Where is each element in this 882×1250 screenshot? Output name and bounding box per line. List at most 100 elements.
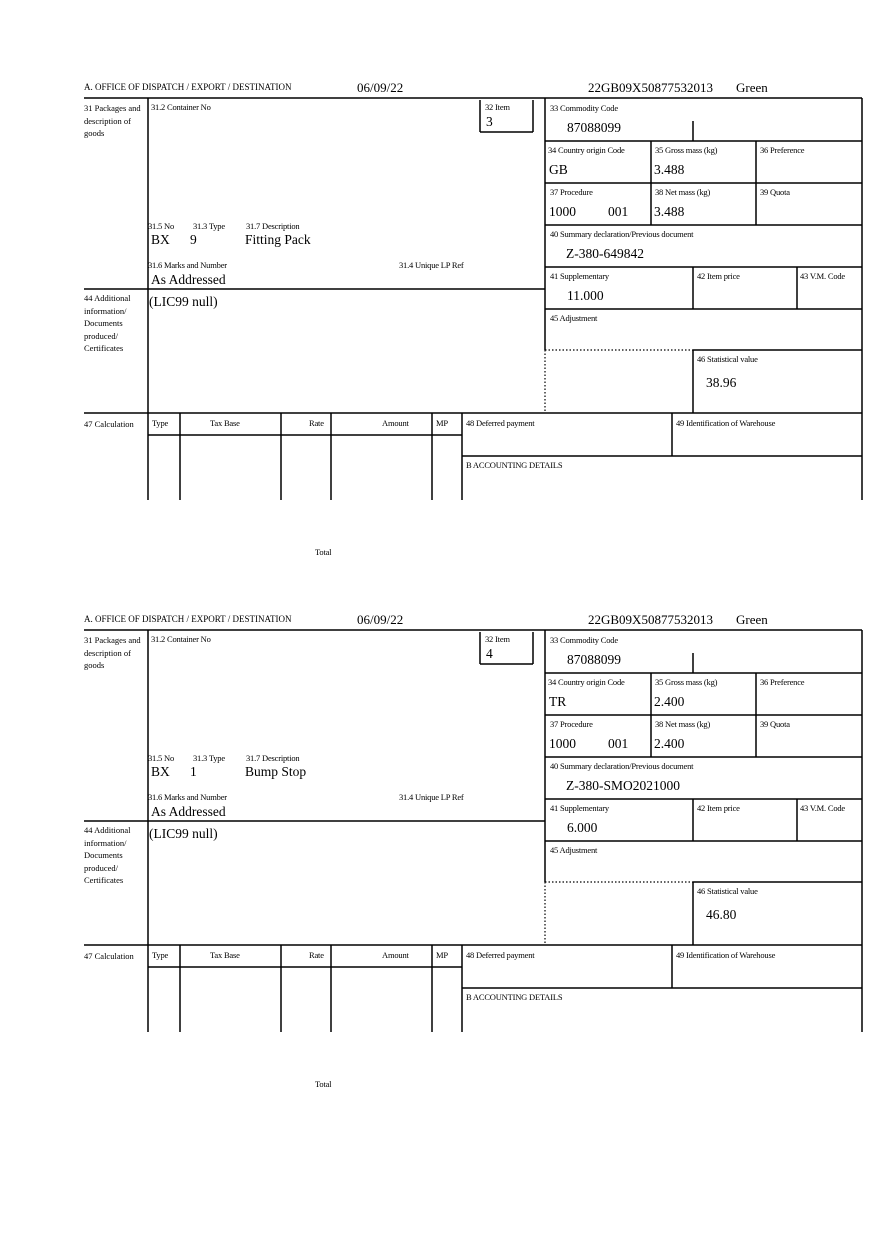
box44-label: 44 Additional information/ Documents pro… — [84, 825, 131, 885]
gross-mass-label: 35 Gross mass (kg) — [655, 145, 718, 155]
commodity-code-value: 87088099 — [567, 120, 621, 135]
statistical-value-label: 46 Statistical value — [697, 354, 758, 364]
description-label: 31.7 Description — [246, 221, 300, 231]
additional-info-value: (LIC99 null) — [149, 826, 218, 841]
status-value: Green — [736, 612, 768, 627]
package-no-label: 31.5 No — [148, 221, 174, 231]
total-label: Total — [315, 1079, 332, 1089]
accounting-details-label: B ACCOUNTING DETAILS — [466, 992, 563, 1002]
statistical-value-label: 46 Statistical value — [697, 886, 758, 896]
reference-number: 22GB09X50877532013 — [588, 80, 713, 95]
procedure-value: 1000 — [549, 736, 576, 751]
form-grid-lines — [84, 97, 863, 500]
supplementary-label: 41 Supplementary — [550, 803, 609, 813]
form-grid-lines — [84, 629, 863, 1032]
declaration-form-item: A. OFFICE OF DISPATCH / EXPORT / DESTINA… — [0, 532, 882, 1088]
deferred-payment-label: 48 Deferred payment — [466, 418, 535, 428]
warehouse-label: 49 Identification of Warehouse — [676, 950, 776, 960]
commodity-code-label: 33 Commodity Code — [550, 635, 618, 645]
package-count-value: 9 — [190, 232, 197, 247]
package-kind-value: BX — [151, 232, 170, 247]
package-no-label: 31.5 No — [148, 753, 174, 763]
gross-mass-label: 35 Gross mass (kg) — [655, 677, 718, 687]
procedure-value: 1000 — [549, 204, 576, 219]
statistical-value-value: 38.96 — [706, 375, 737, 390]
previous-document-label: 40 Summary declaration/Previous document — [550, 761, 694, 771]
item-label: 32 Item — [485, 634, 510, 644]
procedure-label: 37 Procedure — [550, 187, 593, 197]
quota-label: 39 Quota — [760, 187, 790, 197]
col-mp-header: MP — [436, 950, 448, 960]
country-origin-value: TR — [549, 694, 567, 709]
country-origin-label: 34 Country origin Code — [548, 677, 625, 687]
container-no-label: 31.2 Container No — [151, 102, 211, 112]
box47-label: 47 Calculation — [84, 419, 134, 429]
box31-label: 31 Packages and description of goods — [84, 635, 141, 670]
preference-label: 36 Preference — [760, 677, 805, 687]
date-value: 06/09/22 — [357, 612, 404, 627]
col-taxbase-header: Tax Base — [210, 418, 240, 428]
col-amount-header: Amount — [382, 950, 409, 960]
item-value: 4 — [486, 646, 493, 661]
package-type-label: 31.3 Type — [193, 753, 225, 763]
col-rate-header: Rate — [309, 418, 324, 428]
gross-mass-value: 3.488 — [654, 162, 685, 177]
country-origin-value: GB — [549, 162, 568, 177]
quota-label: 39 Quota — [760, 719, 790, 729]
warehouse-label: 49 Identification of Warehouse — [676, 418, 776, 428]
marks-label: 31.6 Marks and Number — [148, 792, 227, 802]
container-no-label: 31.2 Container No — [151, 634, 211, 644]
item-value: 3 — [486, 114, 493, 129]
gross-mass-value: 2.400 — [654, 694, 685, 709]
previous-document-value: Z-380-649842 — [566, 246, 644, 261]
supplementary-label: 41 Supplementary — [550, 271, 609, 281]
item-price-label: 42 Item price — [697, 271, 740, 281]
package-type-label: 31.3 Type — [193, 221, 225, 231]
net-mass-label: 38 Net mass (kg) — [655, 719, 711, 729]
marks-value: As Addressed — [151, 272, 226, 287]
supplementary-value: 6.000 — [567, 820, 598, 835]
description-label: 31.7 Description — [246, 753, 300, 763]
unique-lp-ref-label: 31.4 Unique LP Ref — [399, 260, 464, 270]
marks-value: As Addressed — [151, 804, 226, 819]
declaration-form-item: A. OFFICE OF DISPATCH / EXPORT / DESTINA… — [0, 0, 882, 556]
accounting-details-label: B ACCOUNTING DETAILS — [466, 460, 563, 470]
previous-document-label: 40 Summary declaration/Previous document — [550, 229, 694, 239]
statistical-value-value: 46.80 — [706, 907, 737, 922]
procedure-additional-value: 001 — [608, 736, 629, 751]
unique-lp-ref-label: 31.4 Unique LP Ref — [399, 792, 464, 802]
preference-label: 36 Preference — [760, 145, 805, 155]
net-mass-label: 38 Net mass (kg) — [655, 187, 711, 197]
net-mass-value: 3.488 — [654, 204, 685, 219]
col-amount-header: Amount — [382, 418, 409, 428]
col-type-header: Type — [152, 950, 169, 960]
adjustment-label: 45 Adjustment — [550, 313, 598, 323]
procedure-label: 37 Procedure — [550, 719, 593, 729]
item-label: 32 Item — [485, 102, 510, 112]
deferred-payment-label: 48 Deferred payment — [466, 950, 535, 960]
box31-label: 31 Packages and description of goods — [84, 103, 141, 138]
office-label: A. OFFICE OF DISPATCH / EXPORT / DESTINA… — [84, 82, 292, 92]
office-label: A. OFFICE OF DISPATCH / EXPORT / DESTINA… — [84, 614, 292, 624]
package-kind-value: BX — [151, 764, 170, 779]
col-taxbase-header: Tax Base — [210, 950, 240, 960]
description-value: Fitting Pack — [245, 232, 311, 247]
supplementary-value: 11.000 — [567, 288, 604, 303]
col-type-header: Type — [152, 418, 169, 428]
reference-number: 22GB09X50877532013 — [588, 612, 713, 627]
package-count-value: 1 — [190, 764, 197, 779]
box47-label: 47 Calculation — [84, 951, 134, 961]
date-value: 06/09/22 — [357, 80, 404, 95]
net-mass-value: 2.400 — [654, 736, 685, 751]
col-rate-header: Rate — [309, 950, 324, 960]
item-price-label: 42 Item price — [697, 803, 740, 813]
total-label: Total — [315, 547, 332, 557]
status-value: Green — [736, 80, 768, 95]
description-value: Bump Stop — [245, 764, 307, 779]
adjustment-label: 45 Adjustment — [550, 845, 598, 855]
commodity-code-value: 87088099 — [567, 652, 621, 667]
previous-document-value: Z-380-SMO2021000 — [566, 778, 680, 793]
marks-label: 31.6 Marks and Number — [148, 260, 227, 270]
col-mp-header: MP — [436, 418, 448, 428]
